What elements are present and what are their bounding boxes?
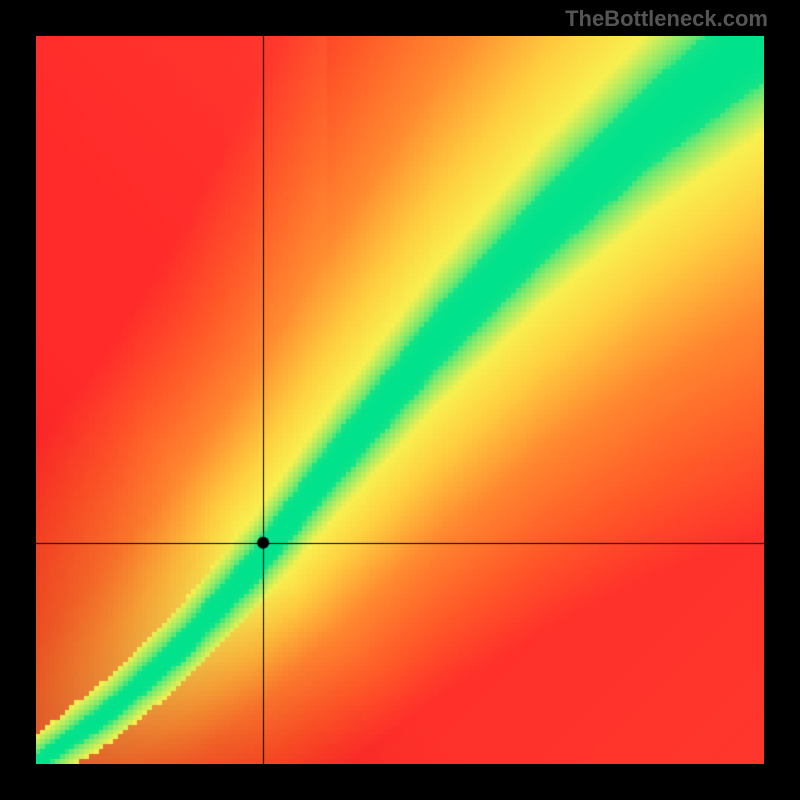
bottleneck-heatmap (36, 36, 764, 764)
chart-container: TheBottleneck.com (0, 0, 800, 800)
watermark-text: TheBottleneck.com (565, 6, 768, 32)
